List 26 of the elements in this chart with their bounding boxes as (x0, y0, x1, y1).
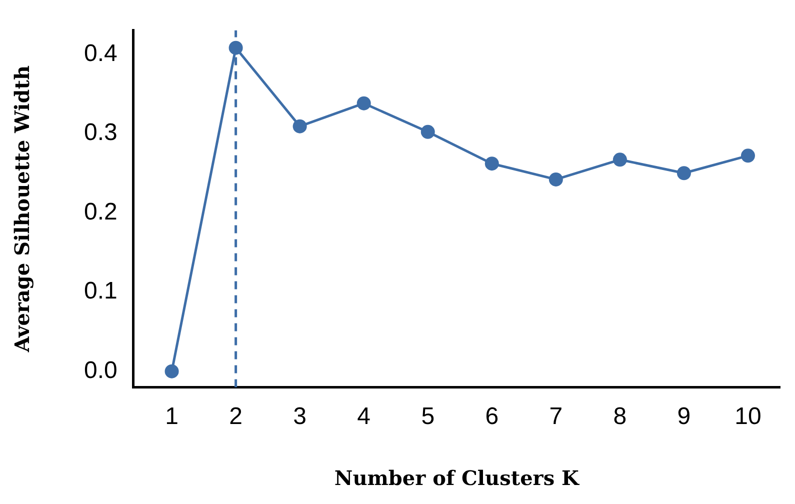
point (612, 152, 627, 167)
y-axis-title: Average Silhouette Width (10, 65, 34, 354)
point (548, 172, 563, 186)
point (356, 96, 371, 110)
point (164, 364, 179, 378)
x-tick-label: 6 (485, 403, 499, 430)
y-tick-label: 0.4 (84, 40, 118, 67)
point (292, 119, 307, 134)
x-tick-label: 3 (293, 403, 307, 430)
y-tick-label: 0.3 (84, 119, 118, 146)
x-tick-label: 8 (613, 403, 627, 430)
x-tick-label: 1 (165, 403, 178, 430)
x-axis-title: Number of Clusters K (334, 466, 580, 490)
x-tick-label: 10 (734, 403, 762, 430)
x-tick-label: 5 (421, 403, 435, 430)
point (676, 166, 691, 180)
point (420, 124, 435, 139)
point (740, 148, 755, 163)
point (484, 156, 499, 171)
y-tick-label: 0.1 (84, 278, 118, 305)
x-tick-label: 7 (549, 403, 563, 430)
y-tick-label: 0.2 (84, 198, 118, 226)
x-tick-label: 9 (677, 403, 691, 430)
y-tick-label: 0.0 (84, 356, 118, 384)
x-tick-label: 2 (229, 403, 242, 430)
x-tick-label: 4 (357, 403, 371, 430)
